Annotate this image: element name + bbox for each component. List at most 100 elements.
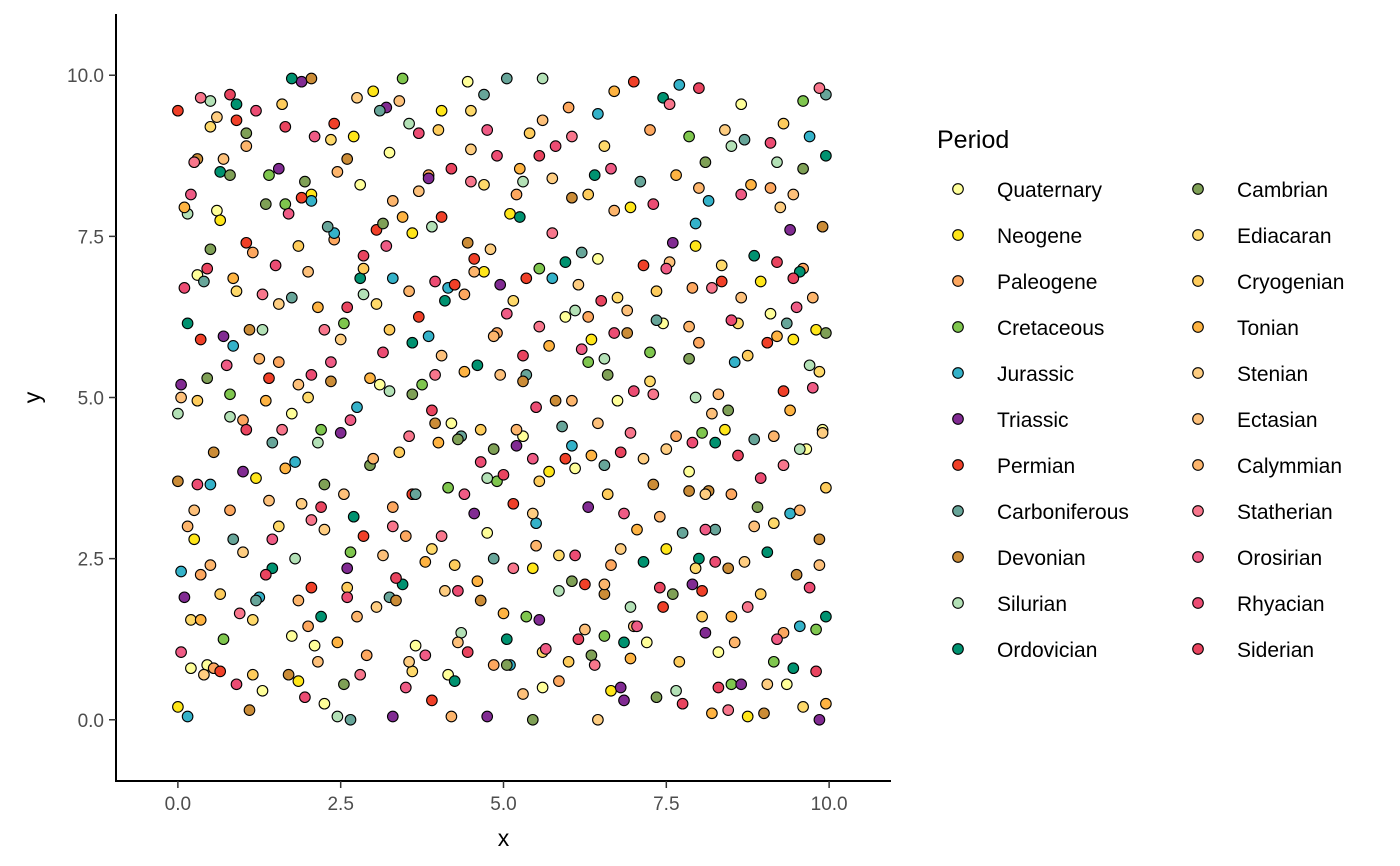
point-cryogenian-16 [357,262,370,275]
point-silurian-15 [771,156,783,169]
point-ectasian-10 [579,623,591,636]
point-ediacaran-8 [553,549,565,562]
point-ediacaran-5 [426,543,438,555]
point-permian-8 [448,278,461,291]
point-neogene-1 [214,214,227,227]
point-cryogenian-11 [696,610,708,623]
point-ectasian-24 [592,417,604,430]
point-cretaceous-5 [520,610,533,623]
point-calymmian-12 [693,182,705,194]
point-cryogenian-10 [650,285,663,298]
point-orosirian-1 [220,359,233,372]
point-tonian-3 [331,636,344,649]
point-ectasian-7 [452,636,464,649]
point-neogene-10 [810,323,822,336]
point-cambrian-22 [699,156,712,169]
point-silurian-2 [224,410,236,423]
x-tick-label-4: 10.0 [811,794,848,815]
point-calymmian-13 [728,636,741,649]
point-orosirian-20 [631,620,643,633]
point-cryogenian-12 [741,349,754,362]
legend-key-cambrian [1192,183,1204,195]
point-triassic-11 [618,694,630,707]
point-statherian-23 [256,288,269,301]
point-ordovician-26 [347,510,360,523]
point-ediacaran-15 [204,120,217,133]
point-statherian-0 [194,91,207,104]
point-cretaceous-8 [725,678,738,691]
point-cryogenian-20 [754,588,767,600]
point-neogene-0 [188,533,201,546]
point-neogene-19 [787,333,800,346]
point-tonian-24 [608,85,621,98]
point-rhyacian-19 [474,456,487,468]
point-statherian-19 [435,530,448,542]
point-calymmian-3 [331,166,344,178]
point-tonian-10 [585,449,598,462]
point-orosirian-9 [539,643,552,655]
point-triassic-3 [272,162,285,175]
point-carboniferous-3 [321,220,334,233]
point-ectasian-17 [292,378,305,391]
point-neogene-20 [741,710,754,723]
point-permian-10 [507,497,520,510]
point-ediacaran-7 [507,294,520,307]
point-triassic-19 [614,681,627,694]
point-cretaceous-10 [224,388,236,401]
legend-key-stenian [1192,367,1204,379]
point-permian-4 [305,581,318,594]
point-neogene-11 [172,701,184,713]
point-neogene-17 [250,472,262,484]
point-cambrian-21 [585,649,598,662]
point-siderian-10 [572,633,585,646]
point-ediacaran-1 [230,285,243,298]
point-siderian-21 [712,681,725,694]
point-devonian-9 [517,375,529,388]
point-paleogene-6 [686,282,699,294]
point-cambrian-16 [797,162,809,175]
point-cryogenian-18 [582,188,595,201]
point-carboniferous-11 [634,175,647,188]
point-devonian-23 [813,533,826,546]
point-quaternary-25 [611,394,624,407]
point-rhyacian-18 [299,691,311,704]
x-tick-label-0: 0.0 [165,794,191,815]
point-cambrian-25 [240,127,253,140]
point-quaternary-23 [354,178,367,191]
legend-key-ordovician [952,643,964,655]
point-triassic-16 [175,378,187,391]
point-calymmian-0 [204,559,217,571]
point-ordovician-27 [448,675,461,687]
legend-label-triassic: Triassic [997,409,1069,432]
point-carboniferous-12 [676,527,689,539]
point-rhyacian-24 [429,275,441,288]
point-permian-7 [412,311,425,323]
point-stenian-19 [592,713,604,726]
point-stenian-10 [614,543,627,555]
point-devonian-6 [390,594,402,607]
point-devonian-24 [243,704,256,716]
point-carboniferous-25 [650,314,663,327]
point-jurassic-5 [386,272,399,285]
point-rhyacian-17 [178,282,191,294]
point-paleogene-3 [386,501,399,513]
point-stenian-11 [660,443,673,455]
point-triassic-22 [686,578,699,591]
point-quaternary-8 [640,636,653,649]
legend-key-neogene [952,229,964,241]
point-cryogenian-13 [777,117,790,130]
point-stenian-8 [526,507,539,520]
point-calymmian-6 [445,710,458,723]
point-cretaceous-3 [396,72,409,85]
point-silurian-21 [689,391,702,404]
point-carboniferous-18 [344,713,357,726]
point-cryogenian-3 [341,581,354,594]
point-stenian-7 [484,243,497,256]
point-siderian-17 [224,88,236,101]
point-carboniferous-20 [575,246,588,259]
point-siderian-11 [614,446,627,459]
point-rhyacian-23 [549,140,562,152]
point-siderian-15 [771,256,783,268]
point-triassic-18 [494,278,507,291]
point-cretaceous-21 [810,623,822,636]
